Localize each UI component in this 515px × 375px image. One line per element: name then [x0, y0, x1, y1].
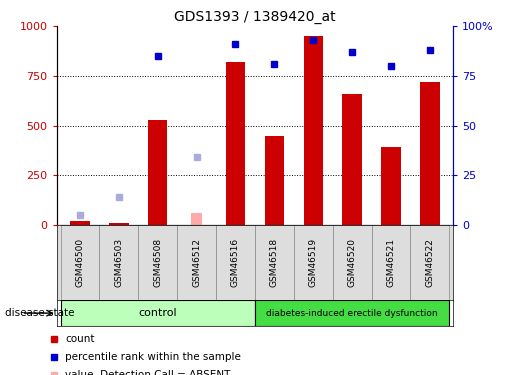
Bar — [70, 221, 90, 225]
Text: GSM46508: GSM46508 — [153, 238, 162, 287]
Bar — [294, 225, 333, 300]
Text: count: count — [65, 334, 95, 344]
Text: GSM46503: GSM46503 — [114, 238, 124, 287]
Bar — [61, 225, 99, 300]
Title: GDS1393 / 1389420_at: GDS1393 / 1389420_at — [174, 10, 336, 24]
Text: control: control — [139, 308, 177, 318]
Text: GSM46522: GSM46522 — [425, 238, 434, 287]
Bar — [191, 213, 202, 225]
Text: GSM46500: GSM46500 — [76, 238, 84, 287]
Text: disease state: disease state — [5, 308, 75, 318]
Bar — [99, 225, 139, 300]
Text: value, Detection Call = ABSENT: value, Detection Call = ABSENT — [65, 370, 231, 375]
Bar — [420, 82, 440, 225]
Bar — [216, 225, 255, 300]
Bar — [342, 94, 362, 225]
Text: GSM46516: GSM46516 — [231, 238, 240, 287]
Text: percentile rank within the sample: percentile rank within the sample — [65, 352, 242, 362]
Text: GSM46521: GSM46521 — [386, 238, 396, 287]
Text: GSM46518: GSM46518 — [270, 238, 279, 287]
Text: diabetes-induced erectile dysfunction: diabetes-induced erectile dysfunction — [266, 309, 438, 318]
Bar — [226, 62, 245, 225]
Text: GSM46519: GSM46519 — [308, 238, 318, 287]
Bar — [177, 225, 216, 300]
Bar — [139, 225, 177, 300]
Bar — [371, 225, 410, 300]
Bar — [255, 225, 294, 300]
Bar — [109, 223, 129, 225]
Text: GSM46512: GSM46512 — [192, 238, 201, 287]
Bar — [303, 36, 323, 225]
Bar — [148, 120, 167, 225]
Bar — [61, 300, 255, 326]
Bar — [410, 225, 449, 300]
Bar — [255, 300, 449, 326]
Text: GSM46520: GSM46520 — [348, 238, 356, 287]
Bar — [265, 136, 284, 225]
Bar — [333, 225, 371, 300]
Bar — [381, 147, 401, 225]
